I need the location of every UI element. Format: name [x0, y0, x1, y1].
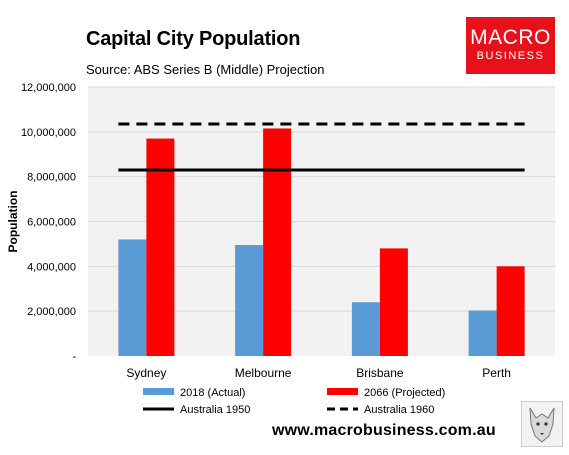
bar-2066-projected-melbourne: [263, 128, 292, 356]
y-tick-label: -: [72, 351, 76, 363]
x-tick-label: Melbourne: [235, 366, 292, 380]
y-tick-label: 10,000,000: [21, 127, 76, 139]
legend-swatch-2018-actual: [143, 388, 174, 395]
chart-subtitle: Source: ABS Series B (Middle) Projection: [86, 62, 325, 77]
y-tick-label: 12,000,000: [21, 82, 76, 94]
bar-2018-actual-perth: [468, 310, 497, 356]
legend-label: 2066 (Projected): [364, 387, 445, 399]
legend-label: 2018 (Actual): [180, 387, 245, 399]
y-axis-title: Population: [6, 191, 20, 253]
legend-label: Australia 1960: [364, 404, 434, 416]
logo-line-2: BUSINESS: [476, 50, 545, 62]
bar-2018-actual-brisbane: [351, 302, 380, 356]
bar-2066-projected-brisbane: [379, 248, 408, 356]
x-tick-label: Sydney: [126, 366, 166, 380]
population-chart: - 2,000,000 4,000,000 6,000,000 8,000,000 10,…: [6, 82, 555, 416]
chart-title: Capital City Population: [86, 28, 301, 50]
wolf-mascot-image: [521, 401, 563, 447]
legend-swatch-2066-projected: [327, 388, 358, 395]
x-tick-label: Brisbane: [356, 366, 404, 380]
bar-2066-projected-sydney: [146, 138, 175, 356]
logo-line-1: MACRO: [470, 26, 551, 49]
bar-2018-actual-sydney: [118, 239, 147, 356]
bar-2018-actual-melbourne: [235, 245, 264, 356]
y-tick-label: 8,000,000: [27, 172, 76, 184]
bar-2066-projected-perth: [496, 266, 525, 356]
y-tick-label: 2,000,000: [27, 306, 76, 318]
legend-label: Australia 1950: [180, 404, 250, 416]
macrobusiness-logo: MACRO BUSINESS: [466, 17, 555, 74]
x-tick-label: Perth: [482, 366, 511, 380]
y-tick-label: 4,000,000: [27, 261, 76, 273]
y-tick-label: 6,000,000: [27, 217, 76, 229]
website-url: www.macrobusiness.com.au: [272, 422, 496, 439]
